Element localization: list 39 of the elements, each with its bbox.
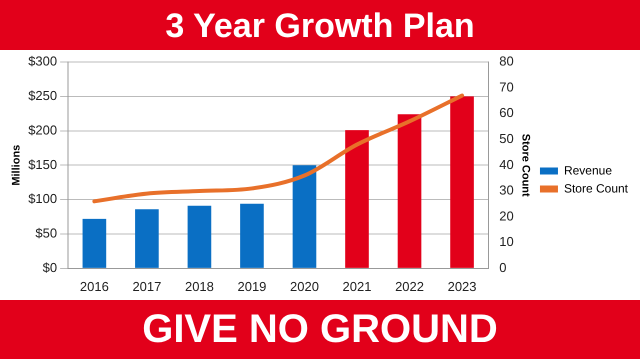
y2-tick-label: 80 (499, 54, 514, 69)
y2-tick-label: 40 (499, 156, 514, 172)
y-tick-label: $150 (28, 156, 58, 172)
x-tick-label: 2018 (184, 278, 214, 294)
x-tick-label: 2023 (448, 278, 476, 294)
y2-tick-label: 70 (499, 79, 514, 94)
bar (345, 130, 369, 268)
y2-axis-title: Store Count (519, 134, 532, 197)
text: GIVE NO GROUND (0, 300, 640, 359)
y2-tick-label: 30 (499, 182, 514, 198)
x-tick-label: 2020 (290, 278, 319, 294)
y2-tick-label: 10 (499, 234, 514, 250)
y2-tick-label: 0 (499, 260, 507, 275)
bar (82, 218, 106, 268)
bar (240, 204, 264, 268)
y-axis-title: Millions (10, 144, 23, 186)
chart-title: 3 Year Growth Plan (0, 0, 640, 50)
y-tick-label: $300 (28, 54, 58, 69)
y2-tick-label: 60 (499, 105, 514, 120)
y2-tick-label: 50 (499, 130, 514, 146)
y-tick-label: $50 (35, 226, 58, 241)
y-tick-label: $200 (28, 122, 58, 138)
line-series (92, 94, 464, 204)
legend-label: Revenue (564, 163, 612, 178)
y-tick-label: $0 (42, 260, 58, 275)
bar (135, 209, 159, 268)
legend-label: Store Count (564, 181, 629, 196)
x-tick-label: 2019 (237, 278, 266, 294)
bar (450, 96, 474, 268)
x-tick-label: 2022 (395, 278, 424, 294)
bar (398, 114, 422, 268)
x-tick-label: 2021 (342, 278, 372, 294)
bar (188, 206, 212, 268)
x-tick-label: 2016 (80, 278, 109, 294)
y-tick-label: $100 (28, 191, 58, 206)
bar (292, 165, 316, 268)
y-tick-label: $250 (28, 88, 58, 103)
y2-tick-label: 20 (499, 208, 514, 224)
x-tick-label: 2017 (132, 278, 162, 294)
